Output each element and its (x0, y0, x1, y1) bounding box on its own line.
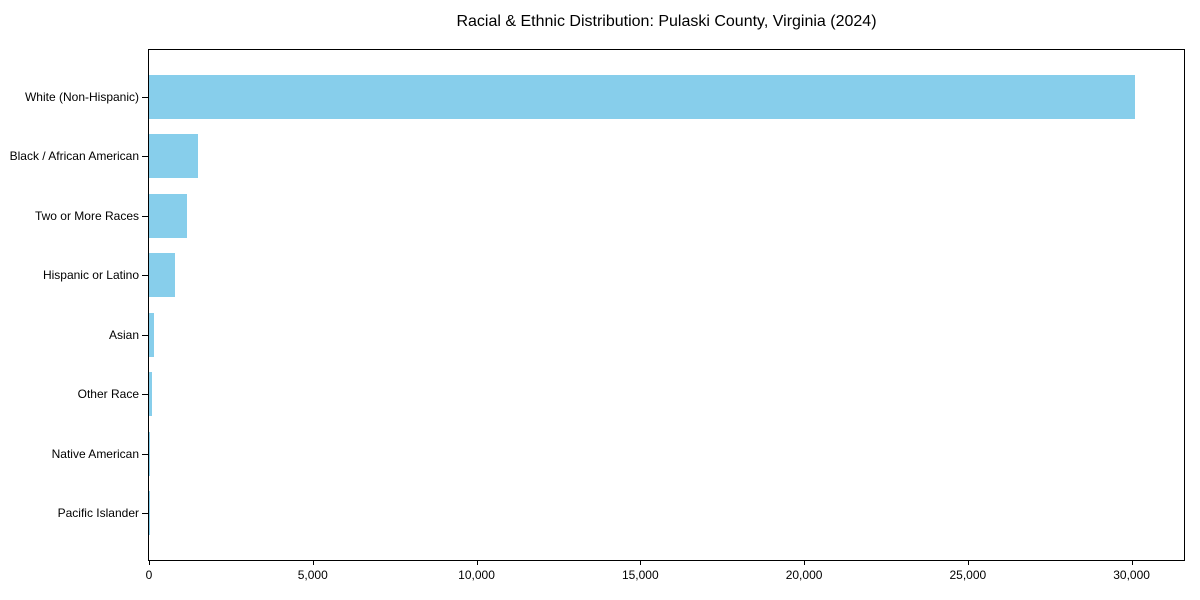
y-tick-mark (142, 513, 148, 515)
x-tick-mark (804, 561, 806, 565)
x-tick-label: 0 (145, 568, 153, 582)
x-tick-label: 15,000 (621, 568, 659, 582)
y-tick-label: Other Race (77, 387, 139, 402)
x-tick-mark (476, 561, 478, 565)
y-tick-mark (142, 215, 148, 217)
y-tick-mark (142, 394, 148, 396)
x-tick-label: 5,000 (297, 568, 328, 582)
y-tick-mark (142, 96, 148, 98)
y-tick-label: Black / African American (9, 149, 139, 164)
y-tick-label: Native American (51, 446, 139, 461)
x-tick-mark (149, 561, 150, 565)
x-tick-label: 20,000 (785, 568, 823, 582)
y-tick-label: White (Non-Hispanic) (24, 89, 139, 104)
x-tick-label: 25,000 (949, 568, 987, 582)
x-tick-label: 30,000 (1113, 568, 1150, 582)
y-tick-label: Pacific Islander (57, 506, 139, 521)
bar-native-american (149, 431, 150, 476)
y-tick-label: Hispanic or Latino (42, 268, 139, 283)
bar-hispanic-or-latino (149, 253, 175, 298)
x-tick-label: 10,000 (458, 568, 495, 582)
x-tick-mark (967, 561, 969, 565)
x-tick-mark (1131, 561, 1133, 565)
chart-title: Racial & Ethnic Distribution: Pulaski Co… (456, 13, 877, 30)
plot-area (148, 49, 1185, 561)
bar-asian (149, 312, 155, 357)
y-tick-mark (142, 275, 148, 277)
x-tick-mark (640, 561, 642, 565)
x-tick-mark (312, 561, 314, 565)
bar-black-african-american (149, 134, 199, 179)
y-tick-mark (142, 156, 148, 158)
y-tick-label: Two or More Races (34, 208, 139, 223)
y-tick-mark (142, 334, 148, 336)
y-tick-mark (142, 453, 148, 455)
bar-other-race (149, 372, 152, 417)
bar-two-or-more-races (149, 193, 187, 238)
bar-white-non-hispanic (149, 74, 1135, 119)
y-tick-label: Asian (108, 327, 139, 342)
